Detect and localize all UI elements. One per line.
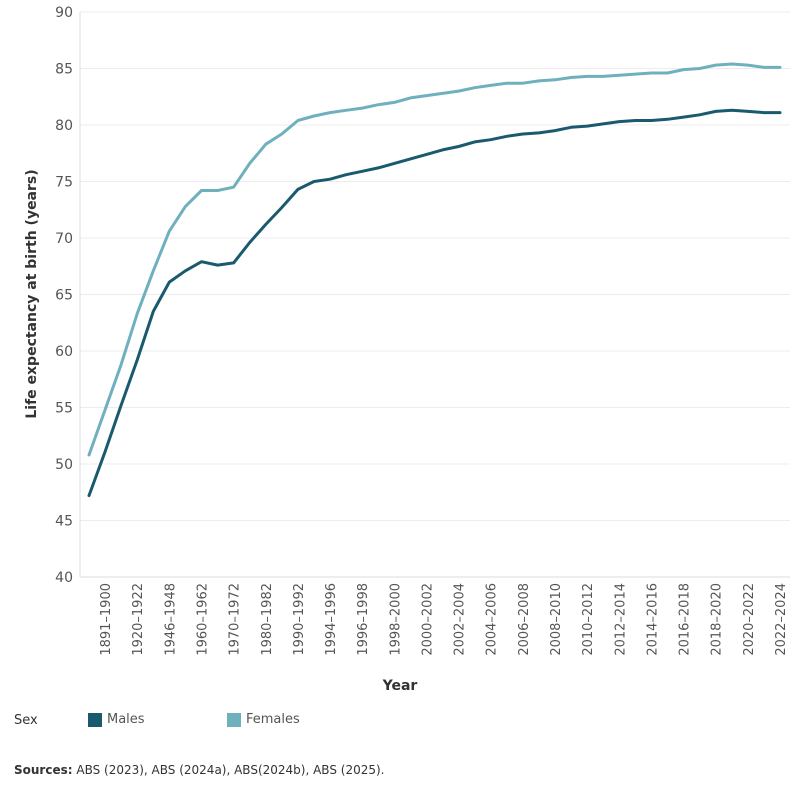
x-tick-label: 1990–1992	[292, 583, 307, 656]
y-tick-labels: 40 45 50 55 60 65 70 75 80 85 90	[55, 5, 73, 586]
x-tick-label: 2014–2016	[645, 583, 660, 656]
x-tick-label: 1960–1962	[195, 583, 210, 656]
y-tick-label: 55	[55, 401, 73, 417]
legend: Sex Males Females	[0, 708, 800, 736]
x-tick-label: 2010–2012	[581, 583, 596, 656]
y-tick-label: 45	[55, 514, 73, 530]
legend-label-males: Males	[107, 712, 145, 727]
grid-lines	[80, 11, 790, 521]
series-line-males[interactable]	[87, 108, 782, 498]
y-tick-label: 80	[55, 118, 73, 134]
x-tick-label: 2004–2006	[485, 583, 500, 656]
x-tick-labels: 1891–1900 1920–1922 1946–1948 1960–1962 1970…	[99, 583, 789, 656]
axes	[79, 12, 790, 578]
x-tick-label: 2002–2004	[453, 583, 468, 656]
y-tick-label: 60	[55, 344, 73, 360]
line-chart: 40 45 50 55 60 65 70 75 80 85 90 1891–1900 1920–192…	[24, 5, 790, 694]
legend-swatch-males	[88, 712, 102, 727]
x-tick-label: 2022–2024	[774, 583, 789, 656]
x-tick-label: 2018–2020	[710, 583, 725, 656]
y-tick-label: 50	[55, 457, 73, 473]
y-tick-label: 65	[55, 288, 73, 304]
x-tick-label: 1994–1996	[324, 583, 339, 656]
x-tick-label: 2012–2014	[613, 583, 628, 656]
y-tick-label: 70	[55, 231, 73, 247]
x-tick-label: 1891–1900	[99, 583, 114, 656]
y-tick-label: 85	[55, 62, 73, 78]
x-tick-label: 1946–1948	[163, 583, 178, 656]
legend-swatch-females	[227, 712, 241, 727]
x-tick-label: 2020–2022	[742, 583, 757, 656]
legend-title: Sex	[14, 713, 38, 728]
sources-note: Sources: ABS (2023), ABS (2024a), ABS(20…	[14, 763, 384, 777]
x-axis-title: Year	[382, 678, 418, 694]
legend-label-females: Females	[246, 712, 300, 727]
series-lines	[87, 62, 782, 498]
legend-item-males[interactable]: Males	[88, 712, 145, 727]
x-tick-label: 2000–2002	[420, 583, 435, 656]
legend-item-females[interactable]: Females	[227, 712, 300, 727]
y-tick-label: 75	[55, 175, 73, 191]
x-tick-label: 1920–1922	[131, 583, 146, 656]
sources-label: Sources:	[14, 763, 73, 777]
y-tick-label: 90	[55, 5, 73, 21]
x-tick-label: 2008–2010	[549, 583, 564, 656]
x-tick-label: 2006–2008	[517, 583, 532, 656]
y-axis-title: Life expectancy at birth (years)	[24, 169, 40, 418]
x-tick-label: 1980–1982	[260, 583, 275, 656]
y-tick-label: 40	[55, 570, 73, 586]
x-tick-label: 1996–1998	[356, 583, 371, 656]
series-line-females[interactable]	[87, 62, 782, 457]
sources-text: ABS (2023), ABS (2024a), ABS(2024b), ABS…	[72, 763, 385, 777]
x-tick-label: 1998–2000	[388, 583, 403, 656]
x-tick-label: 2016–2018	[678, 583, 693, 656]
x-tick-label: 1970–1972	[228, 583, 243, 656]
